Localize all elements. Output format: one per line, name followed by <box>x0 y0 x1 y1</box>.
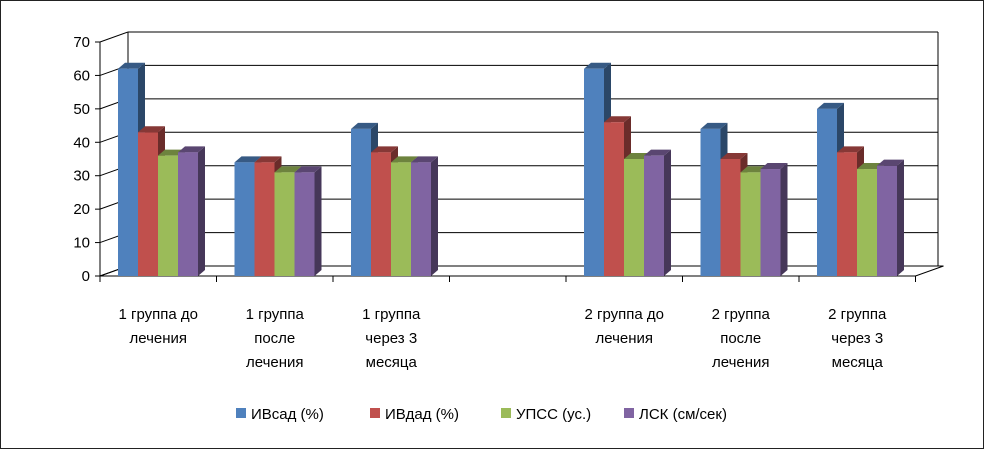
bar <box>700 128 721 276</box>
bar-top <box>254 156 282 163</box>
y-tick-label: 0 <box>82 268 90 285</box>
category-label: через 3 <box>365 330 417 347</box>
floor <box>99 265 944 277</box>
bar <box>584 68 604 276</box>
category-label: лечения <box>595 330 653 347</box>
bar-top <box>760 163 788 170</box>
y-tick-label: 10 <box>73 235 90 252</box>
bar-top <box>644 149 671 156</box>
bar-top <box>274 166 302 173</box>
bar <box>234 162 255 276</box>
category-label: 2 группа <box>828 306 887 323</box>
bar <box>294 172 315 276</box>
category-label: месяца <box>366 354 418 371</box>
bar <box>158 155 178 276</box>
legend-label: УПСС (ус.) <box>516 406 591 423</box>
category-label: 1 группа <box>246 306 305 323</box>
y-tick-label: 20 <box>73 201 90 218</box>
bar-side <box>431 156 438 276</box>
y-tick-label: 50 <box>73 101 90 118</box>
bar <box>740 172 761 276</box>
bar-top <box>138 126 165 133</box>
legend-swatch <box>236 408 246 418</box>
bar <box>760 169 781 276</box>
bar <box>118 68 138 276</box>
bar-top <box>877 159 904 166</box>
legend-label: ИВдад (%) <box>385 406 459 423</box>
y-tick-label: 30 <box>73 168 90 185</box>
bar <box>817 108 837 276</box>
bar-top <box>351 122 378 129</box>
side-gridline <box>99 31 129 43</box>
category-label: месяца <box>832 354 884 371</box>
legend-swatch <box>624 408 634 418</box>
bar-top <box>391 156 418 163</box>
bar-top <box>720 153 748 159</box>
bar-side <box>664 149 671 276</box>
bar-top <box>700 122 728 129</box>
category-label: лечения <box>129 330 187 347</box>
bar-side <box>198 146 205 276</box>
category-label: 1 группа <box>362 306 421 323</box>
bar <box>877 165 897 276</box>
legend-label: ЛСК (см/сек) <box>639 406 727 423</box>
y-tick-label: 70 <box>73 34 90 51</box>
bar <box>351 128 371 276</box>
bar <box>857 169 877 276</box>
bar <box>254 162 275 276</box>
legend-label: ИВсад (%) <box>251 406 324 423</box>
bar <box>371 152 391 276</box>
bar-top <box>837 146 864 153</box>
bar-top <box>294 166 322 173</box>
category-label: 2 группа <box>712 306 771 323</box>
category-label: после <box>254 330 295 347</box>
category-label: лечения <box>246 354 304 371</box>
category-label: 1 группа до <box>118 306 198 323</box>
bar-top <box>118 62 145 69</box>
category-label: лечения <box>712 354 770 371</box>
bar <box>837 152 857 276</box>
bar-top <box>584 62 611 69</box>
legend-swatch <box>501 408 511 418</box>
bar-side <box>314 166 322 276</box>
y-tick-label: 40 <box>73 134 90 151</box>
legend-swatch <box>370 408 380 418</box>
bar-top <box>178 146 205 153</box>
bar-top <box>817 102 844 109</box>
bar-top <box>604 116 631 123</box>
category-label: 2 группа до <box>584 306 664 323</box>
bar <box>720 159 741 276</box>
bar-side <box>897 159 904 276</box>
bar-top <box>371 146 398 153</box>
category-label: через 3 <box>831 330 883 347</box>
bar <box>138 132 158 276</box>
category-label: после <box>720 330 761 347</box>
bar <box>604 122 624 276</box>
bar <box>411 162 431 276</box>
bar <box>624 159 644 276</box>
y-tick-label: 60 <box>73 67 90 84</box>
bar-top <box>234 156 262 163</box>
bar-top <box>411 156 438 163</box>
bar <box>391 162 411 276</box>
bar-side <box>780 163 788 276</box>
bar <box>274 172 295 276</box>
bar <box>644 155 664 276</box>
bar <box>178 152 198 276</box>
